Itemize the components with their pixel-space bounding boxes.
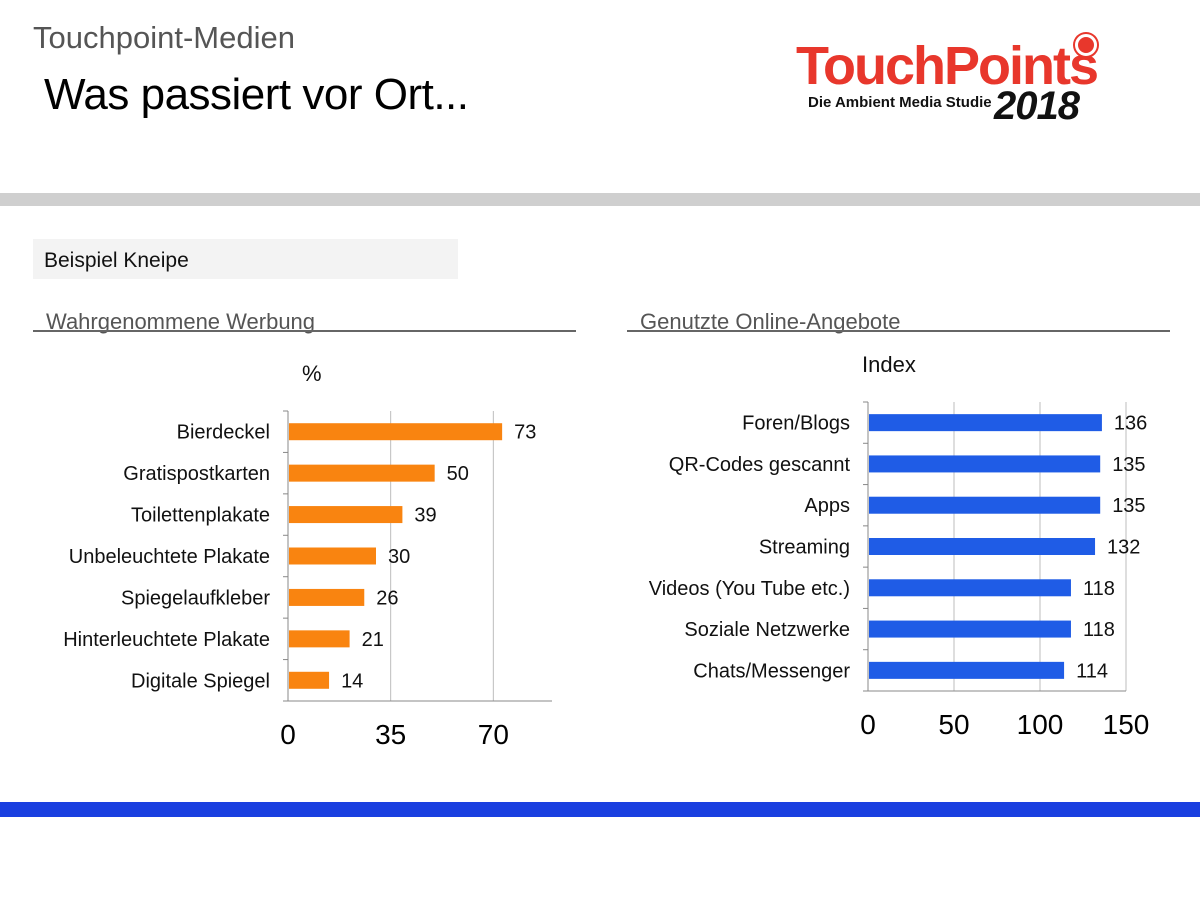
right-category-label: QR-Codes gescannt bbox=[669, 454, 851, 476]
left-category-label: Hinterleuchtete Plakate bbox=[63, 629, 270, 651]
slide-supertitle: Touchpoint-Medien bbox=[33, 20, 295, 55]
right-x-tick-label: 0 bbox=[860, 709, 876, 740]
right-bar bbox=[869, 661, 1065, 679]
right-category-label: Chats/Messenger bbox=[693, 660, 850, 682]
left-bar bbox=[289, 506, 403, 524]
right-value-label: 118 bbox=[1083, 578, 1115, 600]
bottom-divider bbox=[0, 802, 1200, 817]
left-bar bbox=[289, 588, 365, 606]
right-bar bbox=[869, 496, 1101, 514]
left-category-label: Spiegelaufkleber bbox=[121, 587, 270, 609]
top-divider bbox=[0, 193, 1200, 206]
right-chart-title: Genutzte Online-Angebote bbox=[640, 309, 901, 334]
right-category-label: Streaming bbox=[759, 537, 850, 559]
right-value-label: 136 bbox=[1114, 413, 1147, 435]
left-value-label: 39 bbox=[414, 505, 436, 527]
right-value-label: 135 bbox=[1112, 495, 1145, 517]
right-chart-unit: Index bbox=[862, 352, 916, 377]
right-bar bbox=[869, 455, 1101, 473]
left-bar bbox=[289, 671, 330, 689]
left-value-label: 21 bbox=[362, 629, 384, 651]
logo-wordmark: TouchPoints bbox=[796, 36, 1099, 96]
right-value-label: 118 bbox=[1083, 619, 1115, 641]
left-chart-unit: % bbox=[302, 361, 322, 386]
right-value-label: 132 bbox=[1107, 537, 1140, 559]
right-category-label: Videos (You Tube etc.) bbox=[649, 578, 850, 600]
right-bar bbox=[869, 620, 1071, 638]
left-value-label: 73 bbox=[514, 422, 536, 444]
left-category-label: Bierdeckel bbox=[177, 422, 270, 444]
right-bar bbox=[869, 579, 1071, 597]
right-category-label: Foren/Blogs bbox=[742, 413, 850, 435]
right-value-label: 114 bbox=[1076, 660, 1108, 682]
right-x-tick-label: 100 bbox=[1017, 709, 1064, 740]
logo-dot-icon bbox=[1075, 34, 1097, 56]
touchpoints-logo: TouchPoints Die Ambient Media Studie 201… bbox=[796, 30, 1166, 130]
right-x-tick-label: 50 bbox=[938, 709, 969, 740]
left-category-label: Toilettenplakate bbox=[131, 505, 270, 527]
logo-subtitle: Die Ambient Media Studie bbox=[808, 94, 992, 111]
right-bar bbox=[869, 414, 1102, 432]
left-bar bbox=[289, 547, 376, 565]
left-bar bbox=[289, 464, 435, 482]
left-x-tick-label: 0 bbox=[280, 719, 296, 750]
left-value-label: 50 bbox=[447, 463, 469, 485]
example-box: Beispiel Kneipe bbox=[33, 239, 458, 279]
right-x-tick-label: 150 bbox=[1103, 709, 1150, 740]
right-bar bbox=[869, 538, 1096, 555]
left-title-underline bbox=[33, 330, 576, 332]
left-category-label: Gratispostkarten bbox=[123, 463, 270, 485]
left-category-label: Digitale Spiegel bbox=[131, 670, 270, 692]
logo-year: 2018 bbox=[994, 84, 1080, 128]
left-x-tick-label: 35 bbox=[375, 719, 406, 750]
right-category-label: Apps bbox=[804, 495, 850, 517]
left-value-label: 30 bbox=[388, 546, 410, 568]
left-value-label: 14 bbox=[341, 670, 363, 692]
left-bar bbox=[289, 630, 350, 648]
right-title-underline bbox=[627, 330, 1170, 332]
left-category-label: Unbeleuchtete Plakate bbox=[69, 546, 270, 568]
left-chart-title: Wahrgenommene Werbung bbox=[46, 309, 316, 334]
right-category-label: Soziale Netzwerke bbox=[684, 619, 850, 641]
slide-title: Was passiert vor Ort... bbox=[44, 70, 469, 119]
left-x-tick-label: 70 bbox=[478, 719, 509, 750]
example-label: Beispiel Kneipe bbox=[44, 249, 189, 272]
left-value-label: 26 bbox=[376, 587, 398, 609]
right-value-label: 135 bbox=[1112, 454, 1145, 476]
left-bar bbox=[289, 423, 503, 441]
